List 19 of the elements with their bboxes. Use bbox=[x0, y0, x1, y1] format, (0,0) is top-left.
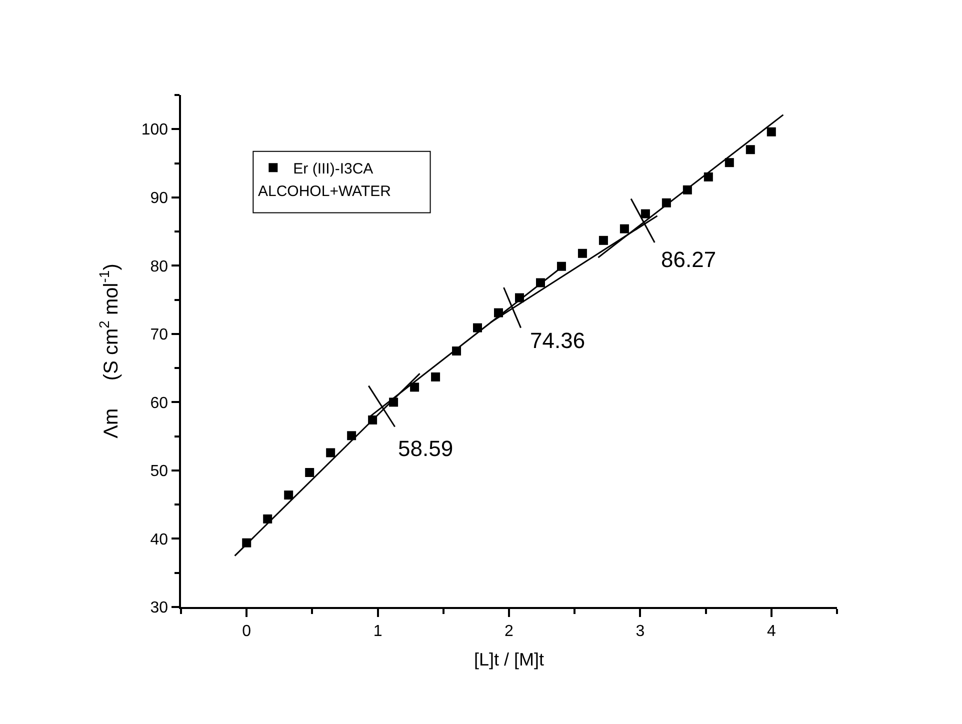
annotation: 58.59 bbox=[398, 436, 454, 461]
annotation: ALCOHOL+WATER bbox=[258, 183, 392, 200]
y-tick-label: 50 bbox=[150, 463, 168, 480]
legend-label: Er (III)-I3CA bbox=[293, 160, 374, 178]
y-tick-label: 90 bbox=[150, 190, 168, 207]
y-tick-label: 40 bbox=[150, 531, 168, 548]
y-tick-label: 100 bbox=[141, 122, 168, 139]
y-tick-label: 80 bbox=[150, 258, 168, 276]
x-tick-label: 3 bbox=[636, 622, 645, 640]
x-tick-label: 1 bbox=[373, 622, 382, 640]
x-axis-title: [L]t / [M]t bbox=[474, 650, 544, 670]
x-tick-label: 4 bbox=[766, 622, 776, 640]
annotation: 86.27 bbox=[661, 247, 716, 272]
y-tick-label: 30 bbox=[150, 600, 168, 617]
x-tick-label: 2 bbox=[504, 622, 514, 640]
y-tick-label: 70 bbox=[150, 326, 168, 344]
x-tick-label: 0 bbox=[242, 622, 252, 640]
y-tick-label: 60 bbox=[150, 394, 168, 412]
annotation: 74.36 bbox=[530, 328, 586, 353]
